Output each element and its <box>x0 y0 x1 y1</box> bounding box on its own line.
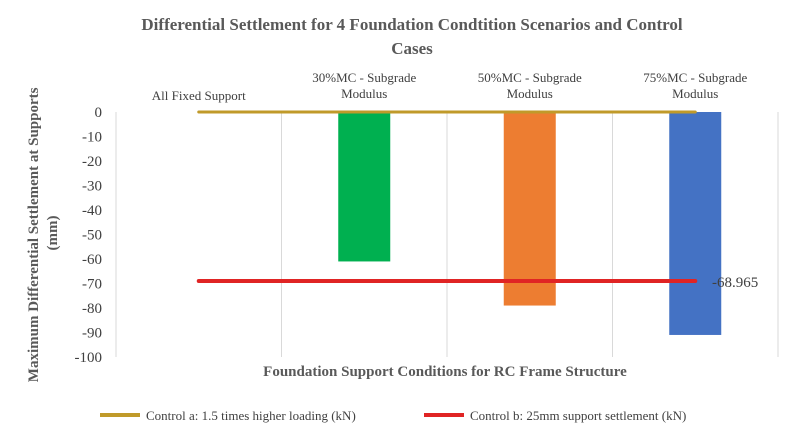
y-tick-label: -30 <box>82 179 102 195</box>
category-label: Modulus <box>341 86 387 101</box>
y-tick-label: -80 <box>82 301 102 317</box>
y-tick-label: 0 <box>95 105 103 121</box>
category-label: 50%MC - Subgrade <box>478 70 582 85</box>
category-label: All Fixed Support <box>152 88 246 103</box>
chart-title-line-1: Differential Settlement for 4 Foundation… <box>141 15 682 34</box>
y-tick-label: -90 <box>82 326 102 342</box>
bar <box>503 112 556 306</box>
y-axis-ticks: 0 -10 -20 -30 -40 -50 -60 -70 -80 -90 -100 <box>75 105 103 366</box>
bar <box>669 112 722 335</box>
y-axis-title-line-1: Maximum Differential Settlement at Suppo… <box>26 87 42 382</box>
y-tick-label: -40 <box>82 203 102 219</box>
bar <box>338 112 391 262</box>
legend-label-control-b: Control b: 25mm support settlement (kN) <box>470 408 686 423</box>
y-tick-label: -100 <box>75 350 103 366</box>
x-axis-title: Foundation Support Conditions for RC Fra… <box>263 364 627 380</box>
legend: Control a: 1.5 times higher loading (kN)… <box>100 408 686 423</box>
bars <box>338 112 722 335</box>
chart-title-line-2: Cases <box>391 39 433 58</box>
y-axis-title-line-2: (mm) <box>45 216 61 251</box>
y-tick-label: -50 <box>82 228 102 244</box>
annotation-label: -68.965 <box>712 275 758 291</box>
category-label: 75%MC - Subgrade <box>643 70 747 85</box>
y-tick-label: -20 <box>82 154 102 170</box>
y-tick-label: -10 <box>82 130 102 146</box>
y-axis-title: Maximum Differential Settlement at Suppo… <box>26 84 61 382</box>
category-label: 30%MC - Subgrade <box>312 70 416 85</box>
y-tick-label: -60 <box>82 252 102 268</box>
legend-label-control-a: Control a: 1.5 times higher loading (kN) <box>146 408 356 423</box>
category-label: Modulus <box>672 86 718 101</box>
control-lines <box>196 110 698 283</box>
category-label: Modulus <box>507 86 553 101</box>
y-tick-label: -70 <box>82 277 102 293</box>
grid <box>115 112 779 357</box>
